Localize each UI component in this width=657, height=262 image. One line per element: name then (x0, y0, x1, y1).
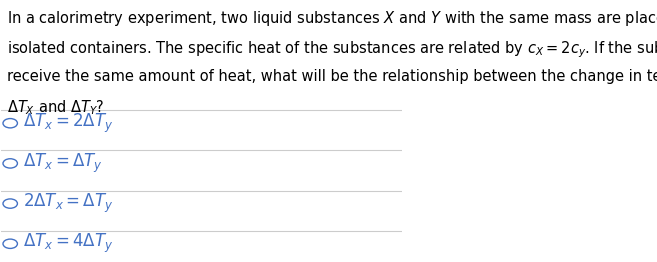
Text: $\Delta T_x = \Delta T_y$: $\Delta T_x = \Delta T_y$ (24, 152, 103, 175)
Text: $\Delta T_x = 4\Delta T_y$: $\Delta T_x = 4\Delta T_y$ (24, 232, 114, 255)
Text: isolated containers. The specific heat of the substances are related by $c_X = 2: isolated containers. The specific heat o… (7, 39, 657, 59)
Text: $\Delta T_X$ and $\Delta T_Y$?: $\Delta T_X$ and $\Delta T_Y$? (7, 99, 105, 117)
Text: $\Delta T_x = 2\Delta T_y$: $\Delta T_x = 2\Delta T_y$ (24, 112, 114, 135)
Text: receive the same amount of heat, what will be the relationship between the chang: receive the same amount of heat, what wi… (7, 69, 657, 84)
Text: $2\Delta T_x = \Delta T_y$: $2\Delta T_x = \Delta T_y$ (24, 192, 114, 215)
Text: In a calorimetry experiment, two liquid substances $X$ and $Y$ with the same mas: In a calorimetry experiment, two liquid … (7, 9, 657, 28)
